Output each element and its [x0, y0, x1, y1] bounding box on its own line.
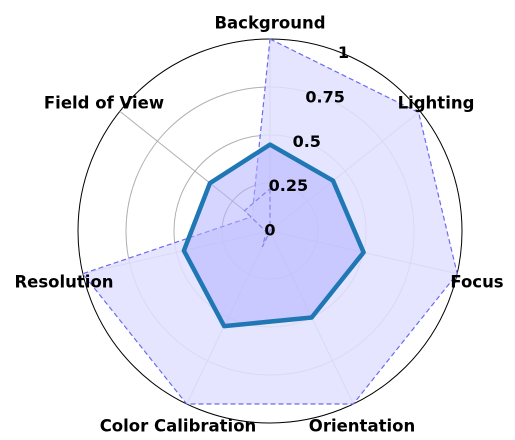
axis-label: Background [214, 14, 325, 33]
label-layer: Background Lighting Focus Orientation Color … [14, 14, 503, 436]
series-layer [82, 38, 458, 405]
axis-label: Orientation [309, 417, 415, 436]
radial-tick-label: 0.5 [293, 132, 321, 151]
radial-tick-label: 1 [338, 43, 349, 62]
axis-label: Resolution [14, 273, 113, 292]
axis-label: Field of View [44, 94, 164, 113]
series-1-polygon [181, 142, 366, 329]
radial-tick-label: 0 [264, 221, 275, 240]
axis-label: Focus [450, 273, 503, 292]
radial-tick-label: 0.25 [269, 176, 308, 195]
axis-label: Color Calibration [100, 417, 257, 436]
axis-label: Lighting [398, 94, 475, 113]
radial-tick-label: 0.75 [305, 87, 344, 106]
